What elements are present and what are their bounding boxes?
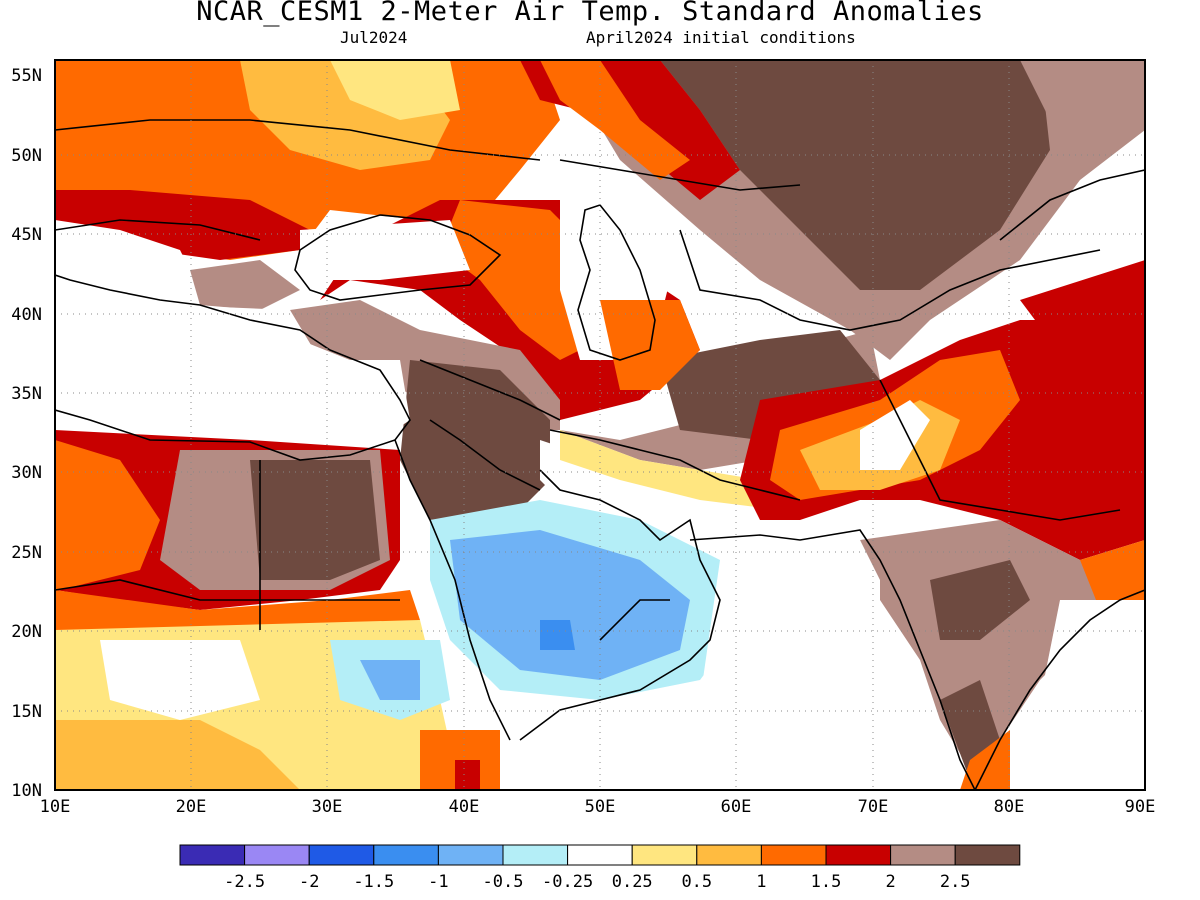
coastlines: [55, 119, 1145, 790]
lat-label: 45N: [11, 225, 42, 245]
colorbar-label: 2.5: [940, 872, 971, 892]
colorbar-swatch: [567, 844, 633, 866]
lat-label: 20N: [11, 622, 42, 642]
lat-label: 10N: [11, 781, 42, 801]
lon-label: 10E: [40, 797, 71, 817]
colorbar-label: 1: [756, 872, 766, 892]
colorbar-label: -0.5: [483, 872, 524, 892]
lat-label: 55N: [11, 66, 42, 86]
colorbar-swatch: [437, 844, 504, 866]
longitude-labels: 10E 20E 30E 40E 50E 60E 70E 80E 90E: [40, 797, 1156, 817]
map-frame: [54, 59, 1146, 791]
colorbar-swatch: [696, 844, 762, 866]
lon-label: 40E: [449, 797, 480, 817]
forecast-month: Jul2024: [340, 28, 408, 47]
colorbar-swatch: [631, 844, 698, 866]
colorbar-swatch: [373, 844, 439, 866]
colorbar-swatch: [825, 844, 892, 866]
lat-label: 15N: [11, 702, 42, 722]
colorbar-swatch: [244, 844, 310, 866]
lat-label: 25N: [11, 543, 42, 563]
colorbar-label: 1.5: [811, 872, 842, 892]
lon-label: 20E: [176, 797, 207, 817]
lon-label: 60E: [721, 797, 752, 817]
colorbar-swatch: [760, 844, 827, 866]
lon-label: 70E: [858, 797, 889, 817]
colorbar-label: -2: [299, 872, 319, 892]
colorbar-swatch: [890, 844, 956, 866]
colorbar-label: -2.5: [224, 872, 265, 892]
map-title: NCAR_CESM1 2-Meter Air Temp. Standard An…: [196, 0, 984, 27]
colorbar-label: -1.5: [353, 872, 394, 892]
lat-label: 40N: [11, 305, 42, 325]
colorbar-swatch: [954, 844, 1021, 866]
lon-label: 90E: [1125, 797, 1156, 817]
colorbar-swatch: [308, 844, 375, 866]
lat-label: 35N: [11, 384, 42, 404]
colorbar-label: -1: [428, 872, 448, 892]
initial-conditions: April2024 initial conditions: [586, 28, 856, 47]
colorbar-labels: -2.5 -2 -1.5 -1 -0.5 -0.25 0.25 0.5 1 1.5 2 2.5: [224, 872, 970, 892]
colorbar-label: 2: [885, 872, 895, 892]
lon-label: 50E: [585, 797, 616, 817]
colorbar: [179, 844, 1021, 866]
lat-label: 30N: [11, 463, 42, 483]
colorbar-label: -0.25: [542, 872, 593, 892]
colorbar-swatch: [502, 844, 569, 866]
colorbar-swatch: [179, 844, 246, 866]
colorbar-label: 0.25: [612, 872, 653, 892]
colorbar-label: 0.5: [681, 872, 712, 892]
lon-label: 30E: [312, 797, 343, 817]
lat-label: 50N: [11, 146, 42, 166]
lon-label: 80E: [994, 797, 1025, 817]
latitude-labels: 55N 50N 45N 40N 35N 30N 25N 20N 15N 10N: [11, 66, 42, 801]
anomaly-field: [55, 60, 1145, 790]
